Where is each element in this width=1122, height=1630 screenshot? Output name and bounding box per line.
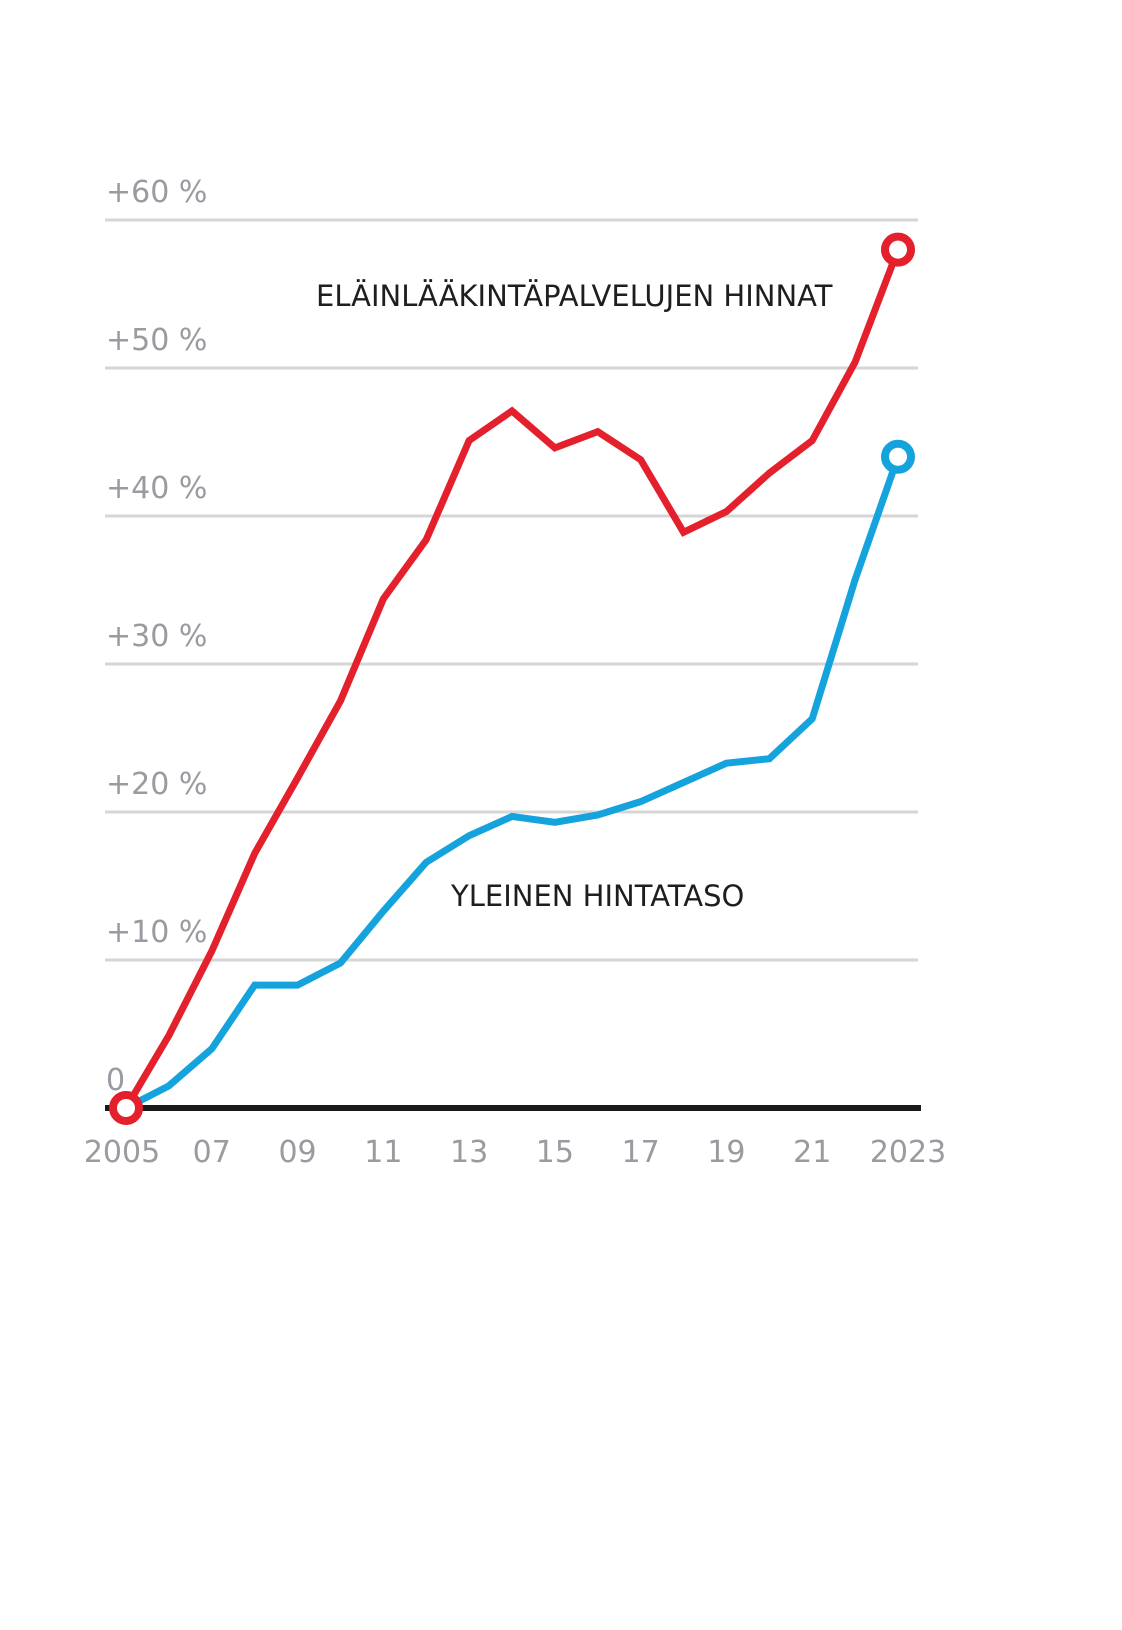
series-labels: ELÄINLÄÄKINTÄPALVELUJEN HINNAT YLEINEN HI… [316, 279, 833, 913]
end-marker [881, 232, 915, 267]
grid-layer [105, 218, 921, 1111]
y-tick-label: +30 % [106, 619, 207, 654]
series-label-vet-prices: ELÄINLÄÄKINTÄPALVELUJEN HINNAT [316, 279, 833, 313]
y-axis: 0 +10 % +20 % +30 % +40 % +50 % +60 % [106, 175, 207, 1098]
x-tick-label: 21 [793, 1135, 831, 1170]
y-tick-label: +40 % [106, 471, 207, 506]
x-tick-label: 2023 [870, 1135, 946, 1170]
y-tick-label: +60 % [106, 175, 207, 210]
x-tick-label: 15 [536, 1135, 574, 1170]
series-line-general-price-level [124, 455, 902, 1112]
end-marker [881, 439, 915, 474]
x-tick-label: 2005 [84, 1135, 160, 1170]
x-tick-label: 09 [278, 1135, 316, 1170]
series-line-vet-prices [122, 248, 902, 1110]
start-marker [109, 1091, 143, 1125]
y-tick-label: 0 [106, 1063, 125, 1098]
x-tick-label: 13 [450, 1135, 488, 1170]
y-tick-label: +20 % [106, 767, 207, 802]
y-tick-label: +10 % [106, 915, 207, 950]
series-layer [109, 232, 915, 1125]
series-label-general-price-level: YLEINEN HINTATASO [450, 879, 744, 913]
x-axis: 2005 07 09 11 13 15 17 19 21 2023 [84, 1135, 946, 1170]
y-tick-label: +50 % [106, 323, 207, 358]
x-tick-label: 11 [364, 1135, 402, 1170]
x-tick-label: 07 [193, 1135, 231, 1170]
x-tick-label: 17 [622, 1135, 660, 1170]
x-tick-label: 19 [707, 1135, 745, 1170]
